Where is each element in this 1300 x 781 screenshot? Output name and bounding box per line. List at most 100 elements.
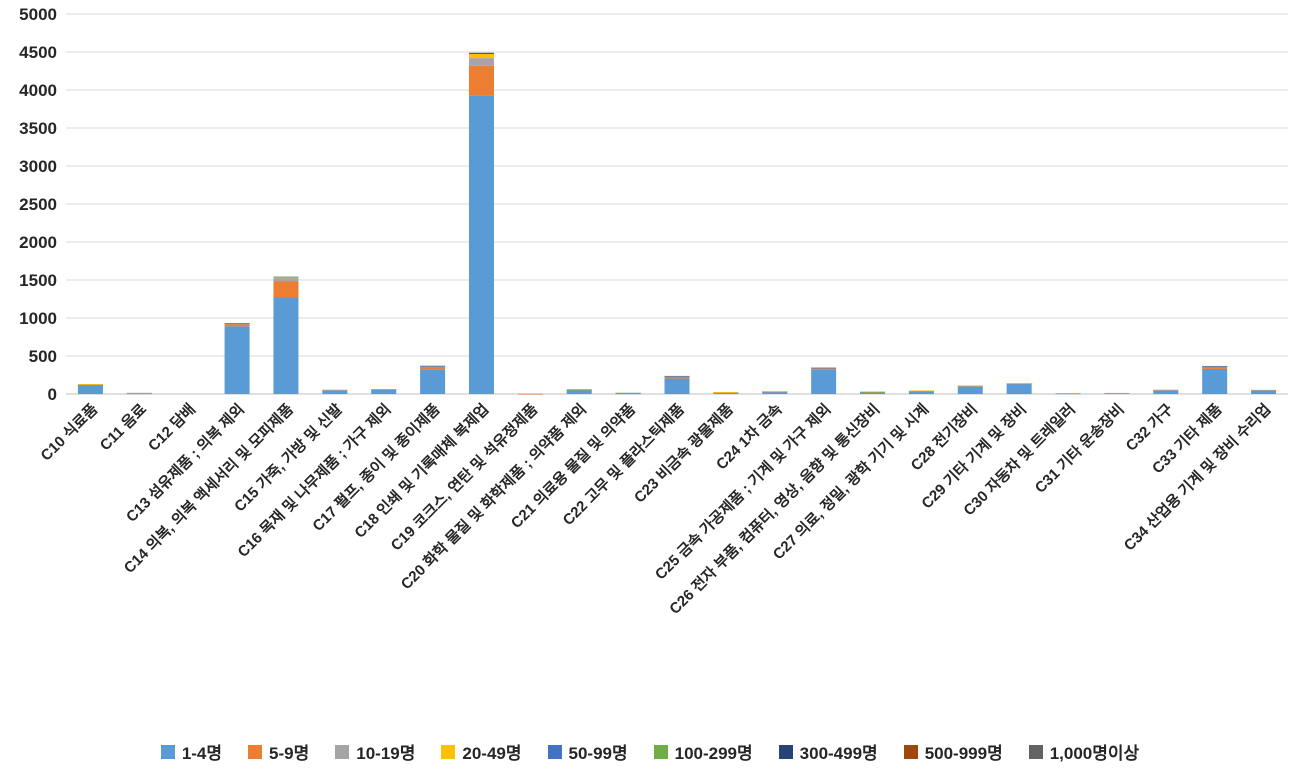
bar-segment [957,386,983,394]
bar-segment [273,278,299,282]
legend-label: 500-999명 [924,744,1003,763]
legend-item: 1,000명이상 [1028,739,1140,764]
bar-segment [420,367,446,370]
bar-segment [1202,365,1228,367]
bar-segment [420,366,446,368]
legend-swatch [441,744,456,759]
y-tick-label: 5000 [19,5,57,24]
bar-segment [371,389,397,390]
bar-segment [77,384,103,385]
bar-segment [615,392,641,394]
bar-segment [126,393,152,395]
legend-label: 20-49명 [462,744,522,763]
legend-swatch [547,744,562,759]
legend-item: 5-9명 [248,739,309,764]
legend-swatch [160,744,175,759]
bar-segment [420,365,446,367]
legend-label: 300-499명 [799,744,878,763]
bar-segment [664,378,690,394]
bar-segment [908,390,934,394]
bar-segment [762,391,788,392]
y-tick-label: 500 [29,347,57,366]
legend-swatch [248,744,263,759]
bar-segment [957,385,983,387]
bar-segment [566,389,592,391]
bar-segment [1251,389,1277,391]
bar-segment [468,65,494,96]
bar-segment [126,392,152,394]
bar-segment [468,53,494,59]
bar-segment [1202,366,1228,369]
bar-segment [273,281,299,298]
legend-item: 500-999명 [903,739,1003,764]
bar-segment [224,326,250,394]
x-axis-label: C25 금속 가공제품 ; 기계 및 가구 제외 [651,400,834,583]
legend-swatch [1028,744,1043,759]
legend-label: 5-9명 [269,744,310,763]
legend-swatch [778,744,793,759]
y-tick-label: 1500 [19,271,57,290]
bar-segment [1104,392,1130,394]
bar-segment [908,390,934,392]
legend-swatch [653,744,668,759]
y-tick-label: 3000 [19,157,57,176]
legend-label: 10-19명 [356,744,416,763]
bar-segment [664,375,690,377]
legend-swatch [903,744,918,759]
bar-segment [420,369,446,394]
legend-label: 1-4명 [181,744,223,763]
y-tick-label: 2500 [19,195,57,214]
bar-segment [811,369,837,394]
bar-segment [468,95,494,394]
bar-segment [322,390,348,394]
x-axis-label: C31 기타 운송장비 [1031,400,1128,497]
bar-segment [468,58,494,66]
chart-legend: 1-4명 5-9명 10-19명 20-49명 50-99명 100-299명 300-49… [0,739,1300,764]
bar-segment [517,393,543,395]
legend-item: 1-4명 [160,739,223,764]
bar-segment [1006,383,1032,394]
legend-swatch [335,744,350,759]
bar-segment [713,392,739,393]
y-tick-label: 4000 [19,81,57,100]
bar-segment [224,323,250,324]
legend-item: 100-299명 [653,739,753,764]
x-axis-label: C11 음료 [97,401,150,454]
chart-plot-area: 0 500 1000 1500 2000 2500 3000 3500 4000 4500 5000… [19,5,1288,618]
bar-segment [713,392,739,394]
bar-segment [1251,390,1277,394]
legend-item: 50-99명 [547,739,628,764]
bar-segment [224,324,250,327]
y-tick-label: 0 [48,385,57,404]
bar-segment [1055,393,1081,395]
legend-label: 100-299명 [674,744,753,763]
bar-segment [566,390,592,394]
legend-item: 20-49명 [441,739,522,764]
bar-segment [1153,390,1179,394]
bar-segment [1153,389,1179,391]
bar-segment [1202,368,1228,394]
y-tick-label: 3500 [19,119,57,138]
bar-segment [371,389,397,394]
legend-label: 1,000명이상 [1049,744,1140,763]
y-tick-label: 1000 [19,309,57,328]
bar-segment [811,368,837,370]
legend-item: 300-499명 [778,739,878,764]
bar-segment [1006,383,1032,384]
bar-segment [860,392,886,394]
y-tick-label: 4500 [19,43,57,62]
bar-segment [762,391,788,394]
legend-item: 10-19명 [335,739,415,764]
bar-segment [77,384,103,394]
bar-segment [468,52,494,54]
bar-segment [811,367,837,369]
bar-segment [273,276,299,278]
x-axis-label: C10 식료품 [38,401,102,465]
x-axis-label: C14 의복, 의복 액세서리 및 모피제품 [120,400,297,577]
bar-segment [664,376,690,379]
bar-segment [860,391,886,393]
y-tick-label: 2000 [19,233,57,252]
bar-segment [322,389,348,391]
legend-label: 50-99명 [568,744,628,763]
